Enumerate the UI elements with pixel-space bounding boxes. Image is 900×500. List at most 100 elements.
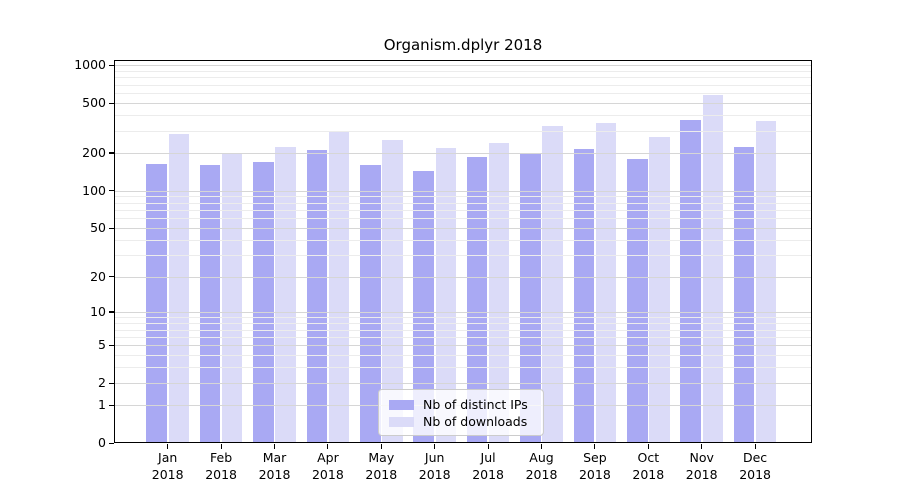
x-tick-month: Mar (262, 450, 287, 465)
major-gridline (114, 228, 812, 230)
major-gridline (114, 153, 812, 155)
bar-downloads (595, 123, 617, 444)
minor-gridline (114, 323, 812, 325)
major-gridline (114, 103, 812, 105)
x-tick-year: 2018 (258, 467, 291, 482)
minor-gridline (114, 131, 812, 132)
minor-gridline (114, 210, 812, 212)
x-tick-mark (701, 444, 703, 449)
plot-area (114, 60, 812, 444)
x-tick-year: 2018 (578, 467, 611, 482)
x-tick-label: Jan 2018 (140, 449, 196, 483)
y-tick-label: 1 (98, 397, 106, 413)
x-tick-label: Jul 2018 (460, 449, 516, 483)
x-tick-label: Feb 2018 (193, 449, 249, 483)
minor-gridline (114, 84, 812, 86)
y-tick-label: 5 (98, 337, 106, 353)
x-tick-mark (754, 444, 756, 449)
y-tick-label: 500 (82, 95, 106, 111)
minor-gridline (114, 115, 812, 117)
y-tick-label: 1000 (74, 57, 106, 73)
x-tick-label: Nov 2018 (674, 449, 730, 483)
y-tick-mark (108, 276, 114, 278)
bar-distinct-ips (627, 158, 648, 444)
y-tick-mark (108, 64, 114, 66)
x-tick-year: 2018 (632, 467, 665, 482)
downloads-swatch-icon (389, 416, 414, 427)
legend-item-distinct-ips: Nb of distinct IPs (389, 397, 533, 412)
x-tick-mark (647, 444, 649, 449)
x-tick-month: Nov (689, 450, 714, 465)
x-tick-label: May 2018 (353, 449, 409, 483)
x-tick-month: Jul (480, 450, 496, 465)
x-tick-month: Apr (317, 450, 339, 465)
y-tick-mark (108, 404, 114, 406)
bar-downloads (328, 131, 350, 444)
minor-gridline (114, 240, 812, 242)
x-tick-label: Sep 2018 (567, 449, 623, 483)
y-tick-mark (108, 102, 114, 104)
minor-gridline (114, 255, 812, 257)
y-tick-mark (108, 152, 114, 154)
x-tick-year: 2018 (418, 467, 451, 482)
y-tick-mark (108, 442, 114, 444)
minor-gridline (114, 202, 812, 204)
distinct-ips-swatch-icon (389, 399, 414, 410)
x-tick-mark (487, 444, 489, 449)
y-tick-label: 100 (82, 182, 106, 198)
x-tick-month: Feb (210, 450, 233, 465)
y-tick-label: 0 (98, 435, 106, 451)
bar-downloads (275, 146, 296, 444)
y-tick-label: 10 (90, 304, 106, 320)
y-tick-label: 2 (98, 375, 106, 391)
y-tick-label: 20 (90, 268, 106, 284)
y-tick-mark (108, 344, 114, 346)
bar-downloads (435, 147, 456, 444)
x-tick-year: 2018 (205, 467, 237, 482)
major-gridline (114, 190, 812, 192)
x-tick-mark (540, 444, 543, 449)
x-tick-month: Dec (742, 450, 768, 465)
y-tick-mark (108, 311, 114, 313)
x-tick-year: 2018 (311, 467, 344, 482)
bar-downloads (649, 136, 670, 444)
minor-gridline (114, 196, 812, 198)
bar-distinct-ips (360, 165, 381, 444)
bar-distinct-ips (520, 154, 541, 444)
x-tick-year: 2018 (685, 467, 718, 482)
x-tick-label: Mar 2018 (247, 449, 303, 483)
minor-gridline (114, 93, 812, 95)
bar-downloads (542, 125, 563, 444)
minor-gridline (114, 71, 812, 72)
x-tick-mark (594, 444, 596, 449)
x-tick-label: Oct 2018 (620, 449, 676, 483)
y-tick-mark (108, 227, 114, 229)
minor-gridline (114, 355, 812, 357)
x-tick-year: 2018 (525, 467, 558, 482)
bar-downloads (755, 121, 777, 444)
major-gridline (114, 65, 812, 67)
x-tick-year: 2018 (365, 467, 398, 482)
legend-label-downloads: Nb of downloads (423, 414, 528, 429)
x-tick-mark (167, 444, 169, 449)
bar-distinct-ips (253, 161, 274, 444)
minor-gridline (114, 367, 812, 369)
major-gridline (114, 276, 812, 278)
x-tick-mark (327, 444, 329, 449)
legend: Nb of distinct IPs Nb of downloads (378, 389, 544, 436)
y-tick-label: 200 (82, 145, 106, 161)
legend-label-distinct-ips: Nb of distinct IPs (423, 397, 528, 412)
x-tick-label: Aug 2018 (514, 449, 570, 483)
major-gridline (114, 345, 812, 347)
minor-gridline (114, 317, 812, 319)
x-tick-month: Oct (637, 450, 660, 465)
y-tick-label: 50 (90, 220, 106, 236)
bar-downloads (702, 95, 723, 444)
bar-downloads (221, 154, 243, 444)
bar-downloads (168, 133, 189, 444)
x-tick-mark (273, 444, 276, 449)
minor-gridline (114, 336, 812, 338)
chart-title: Organism.dplyr 2018 (383, 36, 543, 54)
legend-item-downloads: Nb of downloads (389, 414, 533, 429)
